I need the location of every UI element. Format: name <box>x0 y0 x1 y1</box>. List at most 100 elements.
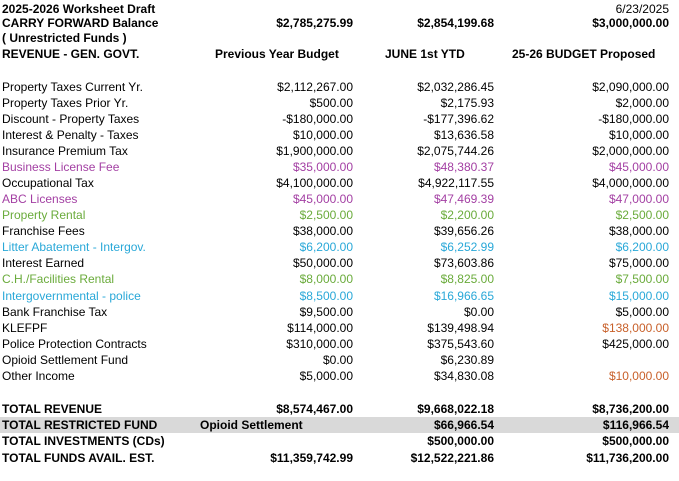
row-ytd: $13,636.58 <box>433 128 494 142</box>
row-proposed: $10,000.00 <box>608 128 669 142</box>
row-prev: $6,200.00 <box>299 240 353 254</box>
row-prev: $38,000.00 <box>292 224 353 238</box>
carry-forward-proposed: $3,000,000.00 <box>592 16 669 30</box>
table-row: Property Taxes Current Yr. $2,112,267.00… <box>0 79 679 95</box>
table-row: Opioid Settlement Fund $0.00 $6,230.89 <box>0 352 679 368</box>
total-funds-prev: $11,359,742.99 <box>270 451 353 465</box>
total-funds-row: TOTAL FUNDS AVAIL. EST. $11,359,742.99 $… <box>0 450 679 466</box>
row-ytd: $2,175.93 <box>440 96 494 110</box>
total-restricted-proposed: $116,966.54 <box>602 418 669 432</box>
row-label: Opioid Settlement Fund <box>2 353 129 367</box>
total-investments-label: TOTAL INVESTMENTS (CDs) <box>2 434 165 448</box>
row-label: Police Protection Contracts <box>2 337 147 351</box>
row-ytd: $0.00 <box>463 305 494 319</box>
title-row: 2025-2026 Worksheet Draft 6/23/2025 <box>0 1 679 17</box>
total-investments-ytd: $500,000.00 <box>427 434 494 448</box>
worksheet-date: 6/23/2025 <box>615 2 669 16</box>
row-proposed: $10,000.00 <box>608 369 669 383</box>
row-prev: $5,000.00 <box>299 369 353 383</box>
row-ytd: $139,498.94 <box>427 321 494 335</box>
carry-forward-label: CARRY FORWARD Balance <box>2 16 159 30</box>
table-row: Franchise Fees $38,000.00 $39,656.26 $38… <box>0 223 679 239</box>
row-proposed: $45,000.00 <box>608 160 669 174</box>
total-revenue-ytd: $9,668,022.18 <box>417 402 494 416</box>
total-funds-proposed: $11,736,200.00 <box>586 451 669 465</box>
row-label: Franchise Fees <box>2 224 85 238</box>
carry-forward-prev: $2,785,275.99 <box>276 16 353 30</box>
row-label: C.H./Facilities Rental <box>2 272 115 286</box>
row-ytd: $2,200.00 <box>440 208 494 222</box>
row-label: Litter Abatement - Intergov. <box>2 240 146 254</box>
row-proposed: $6,200.00 <box>615 240 669 254</box>
total-funds-ytd: $12,522,221.86 <box>410 451 494 465</box>
row-label: Intergovernmental - police <box>2 289 141 303</box>
row-proposed: $5,000.00 <box>615 305 669 319</box>
row-prev: $0.00 <box>322 353 353 367</box>
row-ytd: $73,603.86 <box>433 256 494 270</box>
row-prev: $50,000.00 <box>292 256 353 270</box>
row-prev: $500.00 <box>309 96 353 110</box>
carry-forward-row: CARRY FORWARD Balance $2,785,275.99 $2,8… <box>0 15 679 31</box>
row-ytd: $8,825.00 <box>440 272 494 286</box>
table-row: Other Income $5,000.00 $34,830.08 $10,00… <box>0 368 679 384</box>
row-proposed: $4,000,000.00 <box>592 176 669 190</box>
row-ytd: $34,830.08 <box>433 369 494 383</box>
row-proposed: $75,000.00 <box>608 256 669 270</box>
table-row: Interest & Penalty - Taxes $10,000.00 $1… <box>0 127 679 143</box>
row-proposed: $2,000.00 <box>615 96 669 110</box>
row-ytd: $6,252.99 <box>440 240 494 254</box>
total-investments-row: TOTAL INVESTMENTS (CDs) $500,000.00 $500… <box>0 433 679 449</box>
total-restricted-note: Opioid Settlement <box>200 418 303 432</box>
row-prev: $8,500.00 <box>299 289 353 303</box>
row-proposed: $2,090,000.00 <box>592 80 669 94</box>
row-label: Interest & Penalty - Taxes <box>2 128 139 142</box>
total-restricted-ytd: $66,966.54 <box>433 418 494 432</box>
total-revenue-label: TOTAL REVENUE <box>2 402 103 416</box>
row-prev: $45,000.00 <box>292 192 353 206</box>
row-label: KLEFPF <box>2 321 48 335</box>
row-prev: $310,000.00 <box>286 337 353 351</box>
col-header-ytd: JUNE 1st YTD <box>385 47 465 61</box>
table-row: Bank Franchise Tax $9,500.00 $0.00 $5,00… <box>0 304 679 320</box>
table-row: ABC Licenses $45,000.00 $47,469.39 $47,0… <box>0 191 679 207</box>
row-prev: -$180,000.00 <box>282 112 353 126</box>
table-row: Business License Fee $35,000.00 $48,380.… <box>0 159 679 175</box>
row-ytd: $48,380.37 <box>433 160 494 174</box>
table-row: KLEFPF $114,000.00 $139,498.94 $138,000.… <box>0 320 679 336</box>
row-label: Insurance Premium Tax <box>2 144 128 158</box>
row-ytd: $39,656.26 <box>433 224 494 238</box>
row-prev: $1,900,000.00 <box>276 144 353 158</box>
total-restricted-row: TOTAL RESTRICTED FUND Opioid Settlement … <box>0 417 679 433</box>
row-prev: $8,000.00 <box>299 272 353 286</box>
row-prev: $35,000.00 <box>292 160 353 174</box>
column-header-row: REVENUE - GEN. GOVT. Previous Year Budge… <box>0 46 679 62</box>
row-prev: $4,100,000.00 <box>276 176 353 190</box>
total-funds-label: TOTAL FUNDS AVAIL. EST. <box>2 451 155 465</box>
table-row: Property Taxes Prior Yr. $500.00 $2,175.… <box>0 95 679 111</box>
total-revenue-proposed: $8,736,200.00 <box>592 402 669 416</box>
total-revenue-row: TOTAL REVENUE $8,574,467.00 $9,668,022.1… <box>0 401 679 417</box>
row-label: Other Income <box>2 369 75 383</box>
table-row: Police Protection Contracts $310,000.00 … <box>0 336 679 352</box>
unrestricted-row: ( Unrestricted Funds ) <box>0 30 679 46</box>
row-proposed: $2,500.00 <box>615 208 669 222</box>
row-label: Discount - Property Taxes <box>2 112 140 126</box>
col-header-proposed: 25-26 BUDGET Proposed <box>512 47 656 61</box>
row-proposed: $2,000,000.00 <box>592 144 669 158</box>
total-restricted-label: TOTAL RESTRICTED FUND <box>2 418 158 432</box>
worksheet-title: 2025-2026 Worksheet Draft <box>2 2 156 16</box>
row-ytd: $16,966.65 <box>433 289 494 303</box>
row-proposed: $47,000.00 <box>608 192 669 206</box>
row-prev: $9,500.00 <box>299 305 353 319</box>
total-revenue-prev: $8,574,467.00 <box>276 402 353 416</box>
row-label: Property Rental <box>2 208 86 222</box>
row-ytd: $4,922,117.55 <box>418 176 494 190</box>
table-row: Property Rental $2,500.00 $2,200.00 $2,5… <box>0 207 679 223</box>
col-header-prev: Previous Year Budget <box>215 47 339 61</box>
row-prev: $114,000.00 <box>287 321 353 335</box>
carry-forward-ytd: $2,854,199.68 <box>417 16 494 30</box>
row-label: Business License Fee <box>2 160 120 174</box>
row-proposed: $15,000.00 <box>608 289 669 303</box>
row-ytd: $47,469.39 <box>433 192 494 206</box>
row-prev: $2,112,267.00 <box>277 80 353 94</box>
